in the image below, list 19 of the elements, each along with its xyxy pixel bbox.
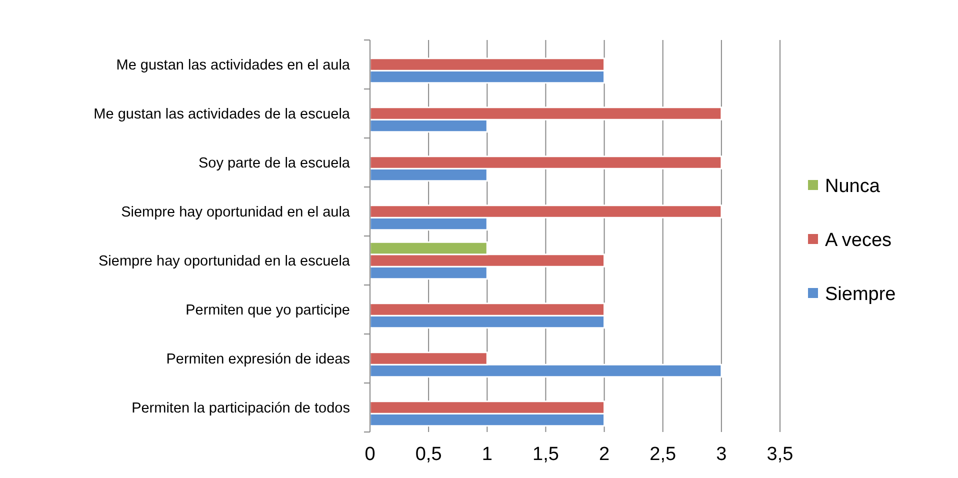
x-tick-label: 1 xyxy=(482,444,492,465)
y-tick-label: Permiten expresión de ideas xyxy=(166,352,350,368)
y-tick-label: Permiten la participación de todos xyxy=(132,400,350,416)
y-tick-label: Soy parte de la escuela xyxy=(198,156,351,172)
x-tick-label: 0,5 xyxy=(415,444,442,465)
y-tick-label: Me gustan las actividades en el aula xyxy=(116,58,351,74)
legend-label: Siempre xyxy=(825,284,896,305)
x-tick-label: 2 xyxy=(598,444,610,465)
x-tick-label: 3 xyxy=(716,444,727,465)
x-tick-label: 1,5 xyxy=(532,444,559,465)
y-tick-label: Siempre hay oportunidad en el aula xyxy=(121,204,351,220)
legend-label: Nunca xyxy=(825,176,880,197)
x-tick-label: 0 xyxy=(364,444,376,465)
x-tick-label: 2,5 xyxy=(650,444,676,465)
legend-label: A veces xyxy=(825,230,892,251)
y-tick-label: Siempre hay oportunidad en la escuela xyxy=(98,254,351,270)
x-tick-label: 3,5 xyxy=(766,444,794,465)
y-tick-label: Permiten que yo participe xyxy=(186,302,350,318)
y-tick-label: Me gustan las actividades de la escuela xyxy=(94,106,351,122)
